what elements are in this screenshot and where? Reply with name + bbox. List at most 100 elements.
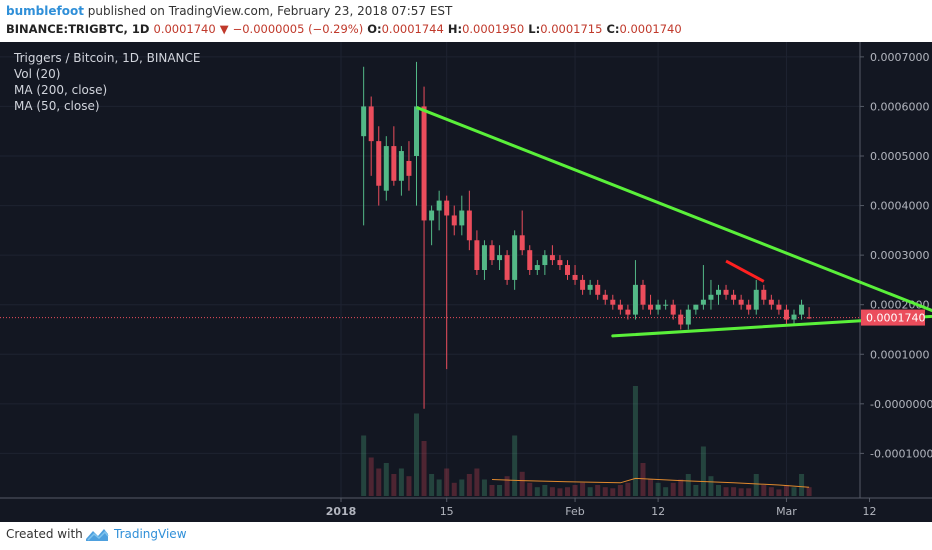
author-link[interactable]: bumblefoot	[6, 4, 84, 18]
red-marker-line	[725, 259, 765, 283]
volume-bar	[504, 476, 510, 496]
candle-body	[512, 235, 518, 280]
candle-body	[587, 284, 593, 290]
candle-body	[565, 265, 570, 275]
high-label: H:	[447, 22, 463, 36]
footer: Created with TradingView	[0, 522, 932, 550]
volume-bar	[602, 487, 608, 496]
y-tick-label: 0.0004000	[870, 200, 930, 213]
volume-bar	[700, 446, 706, 496]
candle-body	[670, 304, 676, 315]
volume-bar	[640, 463, 646, 496]
legend-line-2: MA (200, close)	[14, 83, 107, 97]
volume-bar	[421, 441, 427, 496]
candle-body	[580, 279, 586, 290]
volume-bar	[557, 488, 563, 496]
candle-body	[731, 294, 737, 300]
legend-line-3: MA (50, close)	[14, 99, 100, 113]
candle-body	[361, 106, 367, 137]
x-tick-label: 12	[863, 505, 877, 518]
candle-body	[708, 294, 714, 300]
volume-bar	[534, 487, 540, 496]
volume-bar	[648, 479, 654, 496]
candle-body	[783, 309, 789, 320]
x-tick-label: Mar	[776, 505, 797, 518]
candle-body	[481, 245, 487, 270]
candle-body	[527, 250, 533, 270]
tradingview-brand-link[interactable]: TradingView	[114, 527, 187, 541]
candle-body	[768, 299, 774, 305]
volume-bar	[519, 471, 525, 496]
candle-body	[663, 304, 669, 306]
volume-bar	[783, 485, 789, 496]
candle-body	[497, 255, 503, 261]
last-price: 0.0001740	[153, 22, 216, 36]
volume-bar	[746, 488, 752, 496]
candle-body	[791, 314, 797, 320]
volume-bar	[414, 413, 419, 496]
volume-bar	[398, 468, 404, 496]
volume-bar	[406, 476, 412, 496]
volume-bar	[436, 479, 442, 496]
volume-bar	[549, 487, 555, 496]
candle-body	[716, 289, 721, 295]
volume-bar	[753, 474, 759, 496]
y-tick-label: 0.0003000	[870, 249, 930, 262]
candle-body	[632, 284, 638, 315]
candle-body	[746, 304, 752, 310]
candle-body	[678, 314, 684, 325]
candle-body	[398, 151, 404, 181]
candle-body	[504, 255, 510, 280]
volume-bar	[451, 482, 457, 496]
y-tick-label: 0.0001000	[870, 348, 930, 361]
candle-body	[542, 255, 548, 266]
candle-body	[429, 210, 435, 221]
candle-body	[534, 265, 540, 270]
volume-bar	[625, 482, 631, 496]
tradingview-logo-icon[interactable]	[84, 525, 110, 549]
candle-body	[519, 235, 525, 251]
candle-body	[406, 160, 412, 176]
candle-body	[451, 215, 457, 226]
volume-bar	[731, 487, 737, 496]
legend-line-0: Triggers / Bitcoin, 1D, BINANCE	[13, 51, 201, 65]
candle-body	[459, 210, 465, 226]
volume-bar	[489, 485, 495, 496]
volume-bar	[693, 485, 699, 496]
price-chart[interactable]: 0.0007000 0.0006000 0.0005000 0.0004000 0.00…	[0, 42, 932, 522]
volume-bar	[738, 488, 744, 496]
candle-body	[799, 304, 805, 315]
candle-body	[640, 284, 646, 305]
candle-body	[648, 304, 654, 310]
volume-bar	[361, 435, 367, 496]
x-tick-label: 12	[651, 505, 665, 518]
volume-bar	[580, 482, 586, 496]
candle-body	[738, 299, 744, 305]
volume-bar	[806, 487, 812, 496]
candle-body	[383, 146, 389, 191]
candle-body	[414, 106, 419, 156]
y-tick-label: 0.0007000	[870, 51, 930, 64]
volume-bar	[678, 479, 684, 496]
close-value: 0.0001740	[619, 22, 682, 36]
published-text: published on TradingView.com, February 2…	[87, 4, 453, 18]
candle-body	[368, 106, 374, 142]
volume-bar	[632, 386, 638, 496]
legend-line-1: Vol (20)	[14, 67, 60, 81]
chart-area[interactable]: 0.0007000 0.0006000 0.0005000 0.0004000 0.00…	[0, 42, 932, 522]
low-value: 0.0001715	[540, 22, 603, 36]
y-tick-label: -0.0000000	[870, 398, 932, 411]
created-with-text: Created with	[6, 527, 83, 541]
volume-bar	[368, 457, 374, 496]
volume-bar	[542, 485, 548, 496]
low-label: L:	[528, 22, 541, 36]
volume-bar	[587, 487, 593, 496]
volume-bar	[761, 485, 767, 496]
volume-bar	[685, 474, 691, 496]
candle-body	[489, 245, 495, 261]
x-tick-label: 2018	[326, 505, 357, 518]
volume-bar	[497, 485, 503, 496]
x-tick-label: 15	[440, 505, 454, 518]
volume-bar	[595, 485, 601, 496]
candle-body	[421, 106, 427, 221]
